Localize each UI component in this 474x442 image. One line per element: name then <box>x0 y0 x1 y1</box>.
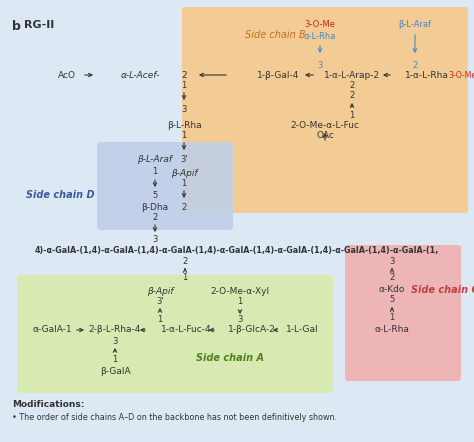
Text: 1-α-L-Rha: 1-α-L-Rha <box>405 71 449 80</box>
Text: 2-O-Me-α-L-Fuc: 2-O-Me-α-L-Fuc <box>291 121 359 130</box>
Text: Side chain C: Side chain C <box>411 285 474 295</box>
Text: β-Apif: β-Apif <box>147 287 173 297</box>
Text: 1: 1 <box>112 355 118 365</box>
FancyBboxPatch shape <box>17 275 333 393</box>
Text: 2: 2 <box>349 91 355 99</box>
Text: 2-β-L-Rha-4: 2-β-L-Rha-4 <box>89 325 141 335</box>
Text: 1: 1 <box>182 80 187 89</box>
Text: 2: 2 <box>181 71 187 80</box>
Text: 3: 3 <box>317 61 323 70</box>
Text: α-L-Acef-: α-L-Acef- <box>120 71 160 80</box>
Text: β-L-Araf: β-L-Araf <box>137 156 173 164</box>
Text: 2: 2 <box>412 61 418 70</box>
Text: 3-O-Me: 3-O-Me <box>304 20 336 29</box>
Text: 1-α-L-Fuc-4: 1-α-L-Fuc-4 <box>161 325 211 335</box>
Text: α-GalA-1: α-GalA-1 <box>32 325 72 335</box>
Text: 1: 1 <box>182 179 187 187</box>
Text: 3': 3' <box>156 297 164 306</box>
Text: 1-β-GlcA-2: 1-β-GlcA-2 <box>228 325 276 335</box>
Text: 5: 5 <box>389 296 395 305</box>
Text: 1-α-L-Arap-2: 1-α-L-Arap-2 <box>324 71 380 80</box>
Text: 2: 2 <box>182 258 188 267</box>
Text: 2: 2 <box>389 274 395 282</box>
Text: 3: 3 <box>152 236 158 244</box>
Text: Side chain B: Side chain B <box>245 30 305 40</box>
FancyBboxPatch shape <box>97 142 233 230</box>
Text: 1: 1 <box>237 297 243 306</box>
FancyBboxPatch shape <box>345 245 461 381</box>
Text: Side chain A: Side chain A <box>196 353 264 363</box>
Text: 4)-α-GalA-(1,4)-α-GalA-(1,4)-α-GalA-(1,4)-α-GalA-(1,4)-α-GalA-(1,4)-α-GalA-(1,4): 4)-α-GalA-(1,4)-α-GalA-(1,4)-α-GalA-(1,4… <box>35 245 439 255</box>
Text: α-L-Rha: α-L-Rha <box>304 32 336 41</box>
Text: Side chain D: Side chain D <box>26 190 94 200</box>
Text: β-GalA: β-GalA <box>100 367 130 377</box>
Text: 1: 1 <box>182 274 188 282</box>
Text: 2: 2 <box>152 213 158 221</box>
Text: 1: 1 <box>152 168 158 176</box>
Text: 1-L-Gal: 1-L-Gal <box>286 325 319 335</box>
Text: Modifications:: Modifications: <box>12 400 84 409</box>
Text: 3: 3 <box>112 336 118 346</box>
Text: α-Kdo: α-Kdo <box>379 286 405 294</box>
FancyBboxPatch shape <box>182 7 468 213</box>
Text: 3-O-Me: 3-O-Me <box>448 71 474 80</box>
Text: 1: 1 <box>349 110 355 119</box>
Text: 3: 3 <box>182 104 187 114</box>
Text: 2-O-Me-α-Xyl: 2-O-Me-α-Xyl <box>210 287 270 297</box>
Text: 1: 1 <box>157 316 163 324</box>
Text: 1: 1 <box>389 313 395 323</box>
Text: 3': 3' <box>180 155 188 164</box>
Text: β-Dha: β-Dha <box>141 202 169 212</box>
Text: 2: 2 <box>182 202 187 212</box>
Text: 2: 2 <box>349 80 355 89</box>
Text: 1: 1 <box>182 130 187 140</box>
Text: OAc: OAc <box>316 130 334 140</box>
Text: b: b <box>12 20 21 33</box>
Text: α-L-Rha: α-L-Rha <box>374 325 410 335</box>
Text: RG-II: RG-II <box>24 20 54 30</box>
Text: • The order of side chains A–D on the backbone has not been definitively shown.: • The order of side chains A–D on the ba… <box>12 413 337 422</box>
Text: AcO: AcO <box>58 71 76 80</box>
Text: β-L-Rha: β-L-Rha <box>167 121 201 130</box>
Text: β-Apif: β-Apif <box>171 168 197 178</box>
Text: 5: 5 <box>152 191 158 199</box>
Text: 3: 3 <box>237 316 243 324</box>
Text: β-L-Araf: β-L-Araf <box>399 20 431 29</box>
Text: 1-β-Gal-4: 1-β-Gal-4 <box>257 71 299 80</box>
Text: 3: 3 <box>389 258 395 267</box>
